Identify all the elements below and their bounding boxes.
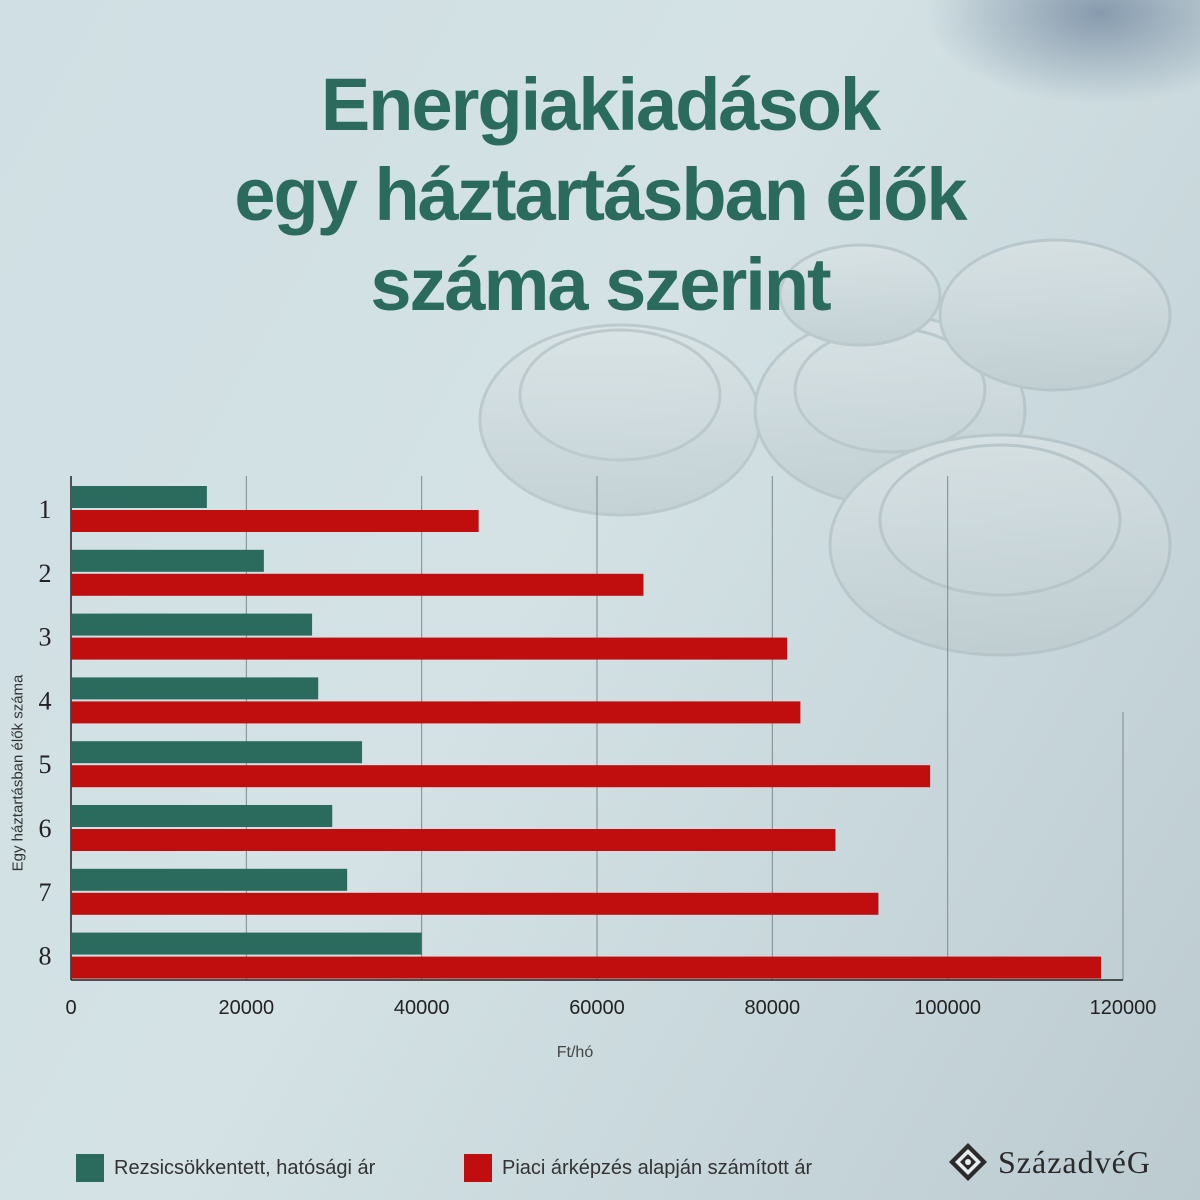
bar-market-price	[71, 637, 788, 660]
legend-swatch-market	[464, 1154, 492, 1182]
y-tick-label: 4	[39, 686, 52, 715]
x-tick-label: 0	[65, 997, 76, 1019]
legend-item-market: Piaci árképzés alapján számított ár	[464, 1152, 812, 1184]
y-tick-label: 3	[39, 623, 52, 652]
y-tick-label: 6	[39, 814, 52, 843]
bar-regulated-price	[71, 677, 319, 700]
bar-market-price	[71, 892, 879, 915]
bar-market-price	[71, 765, 931, 788]
logo-text: SzázadvéG	[998, 1143, 1151, 1180]
x-tick-label: 60000	[569, 997, 625, 1019]
bar-regulated-price	[71, 613, 313, 636]
bar-market-price	[71, 510, 479, 532]
bar-market-price	[71, 956, 1102, 979]
x-tick-label: 80000	[745, 997, 801, 1019]
legend-label-market: Piaci árképzés alapján számított ár	[502, 1156, 813, 1179]
x-tick-label: 40000	[394, 997, 450, 1019]
bar-market-price	[71, 573, 644, 596]
legend-item-regulated: Rezsicsökkentett, hatósági ár	[76, 1152, 375, 1184]
title-line-3: száma szerint	[370, 243, 831, 326]
bar-market-price	[71, 829, 836, 851]
szazadveg-logo: SzázadvéG	[948, 1140, 1151, 1184]
bar-regulated-price	[71, 932, 422, 955]
title-line-2: egy háztartásban élők	[234, 153, 967, 236]
y-tick-label: 1	[39, 495, 52, 524]
logo-emblem-icon	[949, 1143, 987, 1181]
x-tick-label: 100000	[914, 997, 981, 1019]
legend-swatch-regulated	[76, 1154, 104, 1182]
bar-market-price	[71, 701, 801, 724]
bar-regulated-price	[71, 486, 207, 508]
chart-title: Energiakiadások egy háztartásban élők sz…	[0, 60, 1200, 330]
x-tick-label: 20000	[219, 997, 275, 1019]
bar-regulated-price	[71, 805, 333, 827]
bar-regulated-price	[71, 549, 264, 572]
y-axis-title: Egy háztartásban élők száma	[9, 674, 27, 872]
y-tick-label: 5	[39, 750, 52, 779]
title-line-1: Energiakiadások	[320, 63, 881, 146]
bar-regulated-price	[71, 868, 348, 891]
x-axis-title: Ft/hó	[0, 1044, 1120, 1062]
y-tick-label: 2	[39, 559, 52, 588]
legend-label-regulated: Rezsicsökkentett, hatósági ár	[114, 1156, 376, 1179]
x-axis-label: Ft/hó	[556, 1044, 594, 1061]
y-tick-label: 7	[39, 878, 52, 907]
bar-regulated-price	[71, 741, 363, 764]
x-tick-label: 120000	[1090, 997, 1157, 1019]
y-tick-label: 8	[39, 942, 52, 971]
